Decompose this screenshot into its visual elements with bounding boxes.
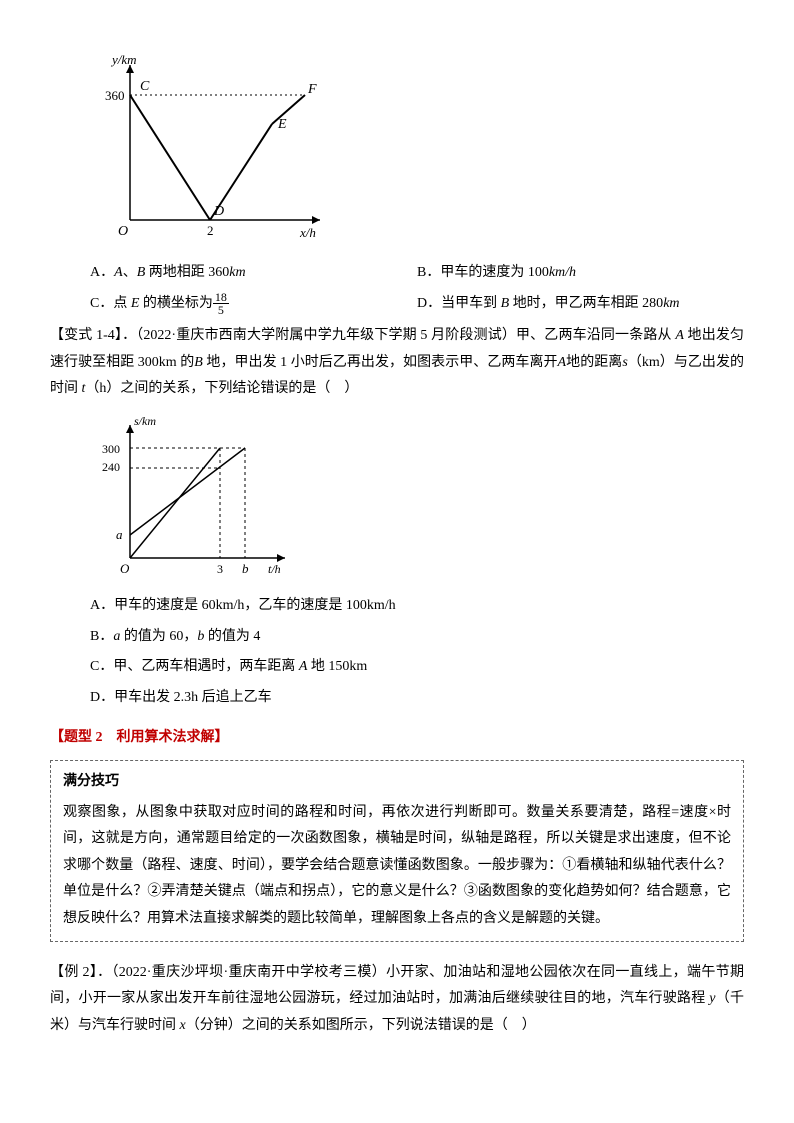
q1-option-c: C．点 E 的横坐标为185 bbox=[90, 291, 417, 318]
p1-t3: 地，甲出发 1 小时后乙再出发，如图表示甲、乙两车离开 bbox=[203, 355, 558, 370]
q1-a-pre: A． bbox=[90, 265, 114, 280]
p1-t6: （h）之间的关系，下列结论错误的是（ ） bbox=[85, 381, 358, 396]
q1-c-den: 5 bbox=[213, 304, 229, 316]
chart2-xb: b bbox=[242, 561, 249, 576]
q1-row-1: A．A、B 两地相距 360km B．甲车的速度为 100km/h bbox=[90, 260, 744, 287]
chart1-point-e: E bbox=[277, 117, 287, 132]
q1-d-i: B bbox=[501, 296, 510, 311]
p1-t1: 【变式 1-4】．（2022·重庆市西南大学附属中学九年级下学期 5 月阶段测试… bbox=[50, 328, 675, 343]
chart2-y300: 300 bbox=[102, 442, 120, 456]
chart1-point-c: C bbox=[140, 79, 150, 94]
chart2-y240: 240 bbox=[102, 460, 120, 474]
q1-b-text: B．甲车的速度为 100 bbox=[417, 265, 549, 280]
q2-option-a: A．甲车的速度是 60km/h，乙车的速度是 100km/h bbox=[90, 593, 744, 620]
chart1-ytick: 360 bbox=[105, 88, 125, 103]
q1-d-pre: D．当甲车到 bbox=[417, 296, 501, 311]
q2-b-post: 的值为 4 bbox=[204, 629, 260, 644]
q1-option-d: D．当甲车到 B 地时，甲乙两车相距 280km bbox=[417, 291, 744, 318]
q2-c-post: 地 150km bbox=[307, 659, 367, 674]
tips-body: 观察图象，从图象中获取对应时间的路程和时间，再依次进行判断即可。数量关系要清楚，… bbox=[63, 800, 731, 933]
q1-option-a: A．A、B 两地相距 360km bbox=[90, 260, 417, 287]
example-2: 【例 2】．（2022·重庆沙坪坝·重庆南开中学校考三模）小开家、加油站和湿地公… bbox=[50, 960, 744, 1040]
q1-a-i2: B bbox=[137, 265, 146, 280]
p2-t3: （分钟）之间的关系如图所示，下列说法错误的是（ ） bbox=[186, 1018, 536, 1033]
chart1-xlabel: x/h bbox=[299, 225, 316, 240]
chart-2-svg: 300 240 a O 3 b s/km t/h bbox=[90, 413, 300, 583]
q1-a-unit: km bbox=[229, 265, 245, 280]
p1-i2: B bbox=[194, 355, 203, 370]
tips-title: 满分技巧 bbox=[63, 769, 731, 796]
tips-box: 满分技巧 观察图象，从图象中获取对应时间的路程和时间，再依次进行判断即可。数量关… bbox=[50, 760, 744, 942]
chart2-ylabel: s/km bbox=[134, 414, 156, 428]
chart2-xlabel: t/h bbox=[268, 562, 281, 576]
q1-c-pre: C．点 bbox=[90, 296, 131, 311]
q1-d-unit: km bbox=[663, 296, 679, 311]
q1-b-unit: km/h bbox=[549, 265, 576, 280]
chart-1: 360 C F E D 2 O y/km x/h bbox=[90, 50, 744, 250]
q2-option-d: D．甲车出发 2.3h 后追上乙车 bbox=[90, 685, 744, 712]
p1-t4: 地的距离 bbox=[566, 355, 622, 370]
q1-a-mid: 、 bbox=[123, 265, 137, 280]
q1-d-post: 地时，甲乙两车相距 280 bbox=[509, 296, 663, 311]
chart-1-svg: 360 C F E D 2 O y/km x/h bbox=[90, 50, 350, 250]
chart1-point-d: D bbox=[213, 204, 224, 219]
chart2-origin: O bbox=[120, 561, 130, 576]
q2-d-text: D．甲车出发 2.3h 后追上乙车 bbox=[90, 690, 272, 705]
q2-option-b: B．a 的值为 60，b 的值为 4 bbox=[90, 624, 744, 651]
q1-c-num: 18 bbox=[213, 291, 229, 304]
q1-a-post: 两地相距 360 bbox=[145, 265, 229, 280]
q2-c-pre: C．甲、乙两车相遇时，两车距离 bbox=[90, 659, 299, 674]
q1-option-b: B．甲车的速度为 100km/h bbox=[417, 260, 744, 287]
chart1-origin: O bbox=[118, 224, 128, 239]
chart1-xtick: 2 bbox=[207, 223, 214, 238]
q1-row-2: C．点 E 的横坐标为185 D．当甲车到 B 地时，甲乙两车相距 280km bbox=[90, 291, 744, 318]
chart2-a: a bbox=[116, 527, 123, 542]
q2-b-mid: 的值为 60， bbox=[120, 629, 197, 644]
problem-1-4: 【变式 1-4】．（2022·重庆市西南大学附属中学九年级下学期 5 月阶段测试… bbox=[50, 323, 744, 403]
q2-option-c: C．甲、乙两车相遇时，两车距离 A 地 150km bbox=[90, 654, 744, 681]
p1-i1: A bbox=[675, 328, 684, 343]
q2-a-text: A．甲车的速度是 60km/h，乙车的速度是 100km/h bbox=[90, 598, 396, 613]
chart1-ylabel: y/km bbox=[110, 52, 137, 67]
chart-2: 300 240 a O 3 b s/km t/h bbox=[90, 413, 744, 583]
chart1-point-f: F bbox=[307, 82, 317, 97]
p1-i3: A bbox=[558, 355, 567, 370]
q1-a-i1: A bbox=[114, 265, 123, 280]
q1-c-post: 的横坐标为 bbox=[139, 296, 213, 311]
p2-t1: 【例 2】．（2022·重庆沙坪坝·重庆南开中学校考三模）小开家、加油站和湿地公… bbox=[50, 965, 744, 1007]
section-title: 【题型 2 利用算术法求解】 bbox=[50, 725, 744, 752]
chart2-x3: 3 bbox=[217, 562, 223, 576]
q2-b-pre: B． bbox=[90, 629, 113, 644]
